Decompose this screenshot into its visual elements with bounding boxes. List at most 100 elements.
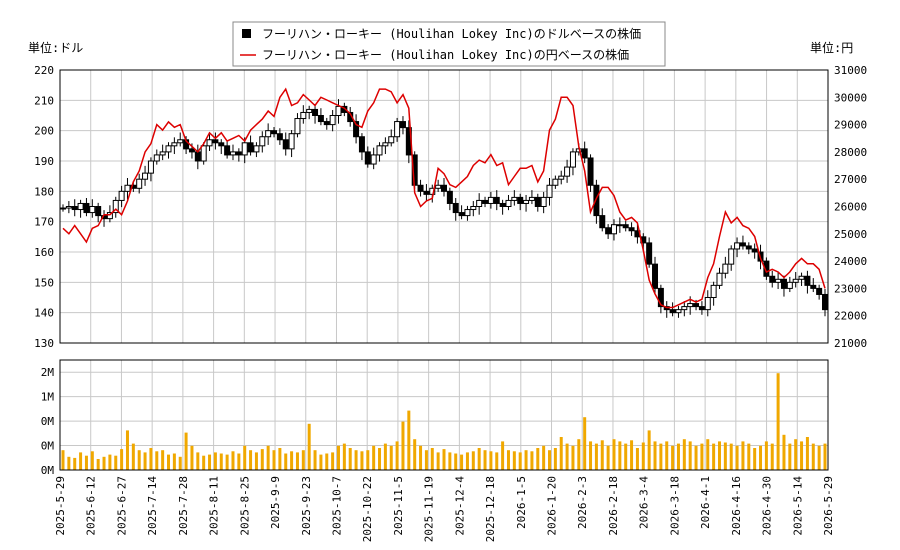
volume-bar: [454, 453, 458, 470]
volume-bar: [114, 455, 118, 470]
volume-bar: [178, 456, 182, 470]
price-candle: [259, 131, 266, 153]
price-candle: [540, 191, 547, 214]
volume-bar: [460, 454, 464, 470]
price-candle: [224, 140, 231, 159]
volume-bar: [630, 440, 634, 470]
x-tick-label: 2026-4-1: [699, 476, 712, 529]
left-tick-label: 160: [34, 246, 54, 259]
price-candle: [616, 217, 623, 233]
price-candle: [441, 177, 447, 197]
volume-bar: [700, 443, 704, 470]
price-candle: [499, 199, 506, 215]
volume-bar: [301, 450, 305, 470]
price-candle: [71, 199, 78, 217]
volume-bar: [137, 450, 141, 470]
volume-bar: [436, 452, 440, 470]
volume-bar: [284, 453, 288, 470]
price-candle: [335, 99, 342, 124]
volume-bar: [172, 453, 176, 470]
volume-bar: [589, 441, 593, 470]
x-tick-label: 2026-5-29: [822, 476, 835, 536]
volume-bar: [208, 454, 212, 470]
price-candle: [775, 272, 782, 290]
x-tick-label: 2025-8-25: [238, 476, 251, 536]
x-tick-label: 2025-10-7: [330, 476, 343, 536]
volume-bar: [120, 449, 124, 470]
volume-bar: [331, 452, 335, 470]
price-candle: [470, 201, 477, 217]
volume-bar: [735, 445, 739, 470]
volume-bar: [272, 450, 276, 470]
right-tick-label: 31000: [834, 64, 867, 77]
price-candle: [399, 116, 406, 135]
price-candle: [253, 142, 260, 158]
right-axis-ticks: 21000 22000 23000 24000 25000 26000 27000 28000…: [834, 64, 867, 350]
volume-bar: [811, 443, 815, 470]
volume-bar: [225, 454, 229, 470]
price-candle: [816, 284, 823, 300]
volume-bar: [278, 448, 282, 470]
price-candle: [312, 103, 319, 124]
volume-bar: [260, 449, 264, 470]
x-tick-label: 2025-12-4: [453, 476, 466, 536]
x-tick-label: 2026-5-14: [791, 476, 804, 536]
volume-bar: [577, 439, 581, 470]
price-candle: [669, 302, 676, 317]
volume-bar: [266, 445, 270, 470]
right-tick-label: 28000: [834, 146, 867, 159]
x-tick-label: 2025-9-9: [269, 476, 282, 529]
price-candle: [810, 278, 817, 293]
left-tick-label: 170: [34, 216, 54, 229]
volume-bar: [600, 440, 604, 470]
volume-bar: [606, 445, 610, 470]
price-candle: [376, 142, 383, 162]
price-candle: [271, 127, 278, 138]
price-candle: [663, 301, 670, 318]
volume-bar: [741, 441, 745, 470]
right-unit-label: 単位:円: [810, 40, 853, 55]
volume-bars: [61, 373, 827, 470]
volume-bar: [571, 445, 575, 470]
price-candle: [681, 301, 688, 317]
price-candle: [722, 256, 729, 279]
price-candle: [112, 196, 119, 218]
volume-bar: [360, 451, 364, 470]
volume-bar: [717, 441, 721, 470]
price-candle: [206, 134, 213, 151]
right-tick-label: 21000: [834, 337, 867, 350]
price-candle: [734, 237, 741, 258]
volume-bar: [61, 450, 65, 470]
volume-bar: [231, 451, 235, 470]
price-candle: [745, 242, 752, 255]
price-candle: [89, 199, 96, 218]
price-candle: [704, 290, 711, 317]
x-tick-label: 2025-5-29: [54, 476, 67, 536]
legend-dollar-swatch: [242, 29, 251, 38]
price-candle: [728, 245, 735, 271]
volume-bar: [243, 445, 247, 470]
volume-bar: [483, 450, 487, 470]
price-candle: [528, 190, 535, 205]
volume-bar: [501, 441, 505, 470]
volume-bar: [788, 443, 792, 470]
x-tick-label: 2025-9-23: [300, 476, 313, 536]
left-tick-label: 130: [34, 337, 54, 350]
price-candle: [247, 135, 254, 156]
price-candle: [798, 272, 805, 286]
price-candle: [622, 221, 629, 232]
volume-bar: [764, 441, 768, 470]
volume-bar: [307, 423, 311, 470]
volume-bar: [73, 457, 77, 470]
volume-bar: [161, 450, 165, 470]
price-candle: [229, 144, 236, 161]
price-candle: [546, 177, 553, 206]
price-candle: [763, 257, 770, 280]
right-tick-label: 26000: [834, 201, 867, 214]
volume-bar: [219, 453, 223, 470]
volume-bar: [430, 448, 434, 470]
price-candle: [200, 142, 207, 165]
price-candle: [646, 237, 653, 268]
price-candle: [435, 179, 442, 192]
volume-bar: [465, 452, 469, 470]
